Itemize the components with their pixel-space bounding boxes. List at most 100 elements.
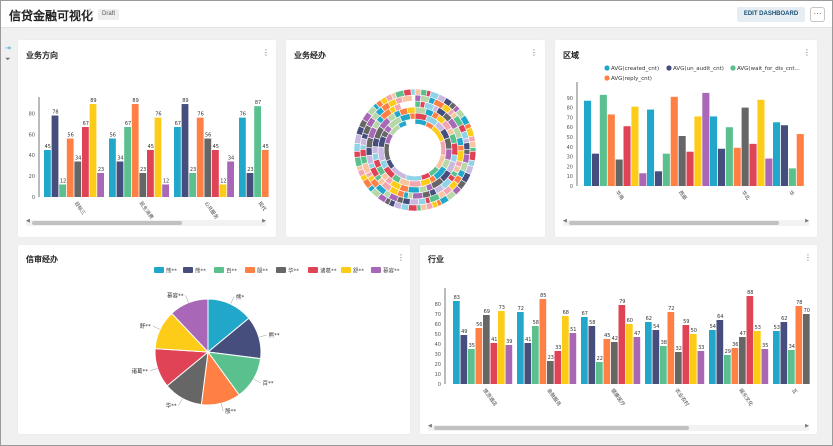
scrollbar-thumb[interactable] — [32, 221, 182, 225]
scroll-left-icon[interactable]: ◀ — [428, 423, 432, 429]
bar — [757, 99, 765, 186]
bar — [611, 342, 618, 384]
scrollbar-thumb[interactable] — [569, 221, 779, 225]
legend-label: 舒** — [353, 267, 364, 275]
data-label: 12 — [60, 178, 66, 184]
bar — [682, 325, 690, 384]
sunburst-segment — [406, 106, 416, 115]
slice-label: 华** — [166, 401, 177, 409]
bar — [460, 335, 468, 384]
legend-label: 慕容** — [383, 267, 400, 275]
horizontal-scrollbar[interactable]: ◀ ▶ — [26, 218, 266, 226]
star-icon[interactable]: ☆ — [85, 7, 95, 19]
bar — [645, 322, 652, 384]
x-tick-label: 华南 — [614, 189, 625, 201]
slice-label: 熊* — [236, 293, 245, 301]
scroll-left-icon[interactable]: ◀ — [26, 218, 30, 224]
bar — [694, 116, 702, 186]
data-label: 23 — [140, 167, 146, 173]
bar — [710, 116, 718, 186]
data-label: 67 — [83, 121, 89, 127]
data-label: 67 — [175, 121, 181, 127]
sunburst-segment — [414, 88, 422, 96]
data-label: 33 — [698, 345, 704, 351]
horizontal-scrollbar[interactable]: ◀ ▶ — [563, 218, 809, 226]
data-label: 59 — [683, 319, 689, 325]
card-credit-review: 信审经办 ⋮ 熊** 熊** 百** 殷** 华** 诸葛** 舒** 慕容** 熊* 熊** 百*… — [18, 245, 410, 434]
legend-label: 殷** — [257, 267, 268, 275]
x-tick-label: 现代 — [256, 200, 267, 212]
more-options-button[interactable]: ··· — [810, 7, 825, 22]
bar — [131, 104, 139, 197]
y-tick-label: 70 — [435, 312, 441, 318]
x-tick-label: 目标三 — [73, 200, 87, 216]
data-label: 69 — [484, 309, 490, 315]
slice-leader-line — [258, 334, 267, 338]
bar — [468, 349, 475, 384]
y-tick-label: 10 — [435, 372, 441, 378]
legend-label: 熊** — [195, 267, 206, 275]
bar — [660, 346, 667, 384]
scroll-right-icon[interactable]: ▶ — [805, 423, 809, 429]
legend-marker — [245, 267, 255, 273]
sunburst-chart — [353, 88, 477, 212]
bar — [483, 315, 490, 384]
bar — [796, 134, 804, 186]
sunburst-segment — [365, 147, 373, 156]
card-menu-icon[interactable]: ⋮ — [262, 48, 270, 57]
x-tick-label: 金融服务 — [545, 387, 562, 407]
bar — [780, 322, 788, 384]
bar — [746, 296, 754, 384]
data-label: 33 — [555, 345, 561, 351]
card-business-handling: 业务经办 ⋮ — [286, 40, 545, 237]
data-label: 34 — [75, 155, 81, 161]
slice-leader-line — [185, 295, 189, 303]
card-menu-icon[interactable]: ⋮ — [397, 253, 405, 262]
data-label: 88 — [747, 290, 753, 296]
slice-label: 慕容** — [167, 291, 184, 299]
bar — [780, 125, 788, 186]
scrollbar-thumb[interactable] — [434, 426, 689, 430]
legend-marker — [666, 65, 672, 71]
edit-dashboard-button[interactable]: EDIT DASHBOARD — [737, 7, 805, 22]
bar — [788, 350, 795, 384]
filter-icon[interactable]: ⏷ — [5, 56, 11, 63]
x-tick-label: 华北 — [740, 189, 751, 201]
bar — [690, 334, 697, 384]
expand-filters-icon[interactable]: ⇥ — [5, 45, 11, 52]
bar — [554, 351, 562, 384]
scroll-left-icon[interactable]: ◀ — [563, 218, 567, 224]
legend-label: 华** — [288, 267, 299, 275]
legend-label: AVG(reply_cnt) — [611, 76, 652, 82]
y-tick-label: 80 — [29, 111, 35, 117]
horizontal-scrollbar[interactable]: ◀ ▶ — [428, 423, 809, 431]
data-label: 23 — [247, 167, 253, 173]
y-tick-label: 10 — [567, 174, 573, 180]
scroll-right-icon[interactable]: ▶ — [262, 218, 266, 224]
bar — [154, 117, 162, 197]
card-title: 信审经办 — [26, 255, 58, 264]
sunburst-segment — [420, 203, 428, 212]
bar — [139, 172, 147, 197]
card-industry: 行业 ⋮ 0 10 20 30 40 50 60 70 80 83 49 35 56 69 41 73 39 旅游… — [420, 245, 817, 434]
data-label: 34 — [117, 155, 123, 161]
bar — [754, 331, 761, 384]
scroll-right-icon[interactable]: ▶ — [805, 218, 809, 224]
card-menu-icon[interactable]: ⋮ — [530, 48, 538, 57]
legend-label: AVG(un_audit_cnt) — [673, 66, 724, 72]
bar — [547, 361, 554, 384]
pie-slice — [171, 298, 209, 354]
bar — [733, 147, 741, 186]
sunburst-segment — [353, 142, 361, 152]
bar — [716, 320, 724, 384]
data-label: 72 — [668, 306, 674, 312]
card-menu-icon[interactable]: ⋮ — [803, 48, 811, 57]
legend-marker — [308, 267, 318, 273]
bar — [97, 172, 104, 197]
card-menu-icon[interactable]: ⋮ — [804, 253, 812, 262]
data-label: 38 — [661, 340, 667, 346]
bar — [670, 96, 678, 186]
bar — [147, 150, 154, 197]
x-tick-label: 娱乐文化 — [737, 387, 754, 407]
y-tick-label: 60 — [435, 322, 441, 328]
